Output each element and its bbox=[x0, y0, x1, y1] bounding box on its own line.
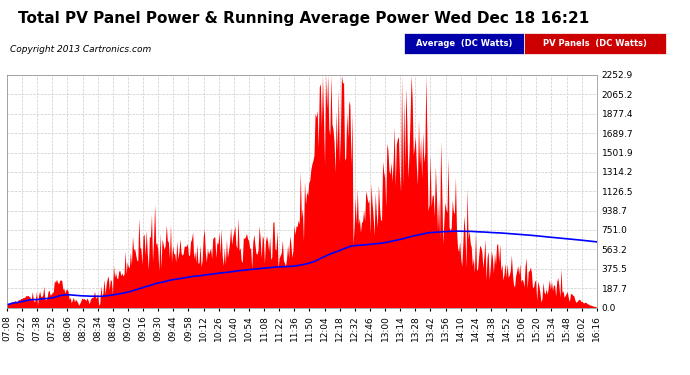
Text: PV Panels  (DC Watts): PV Panels (DC Watts) bbox=[543, 39, 647, 48]
Text: Total PV Panel Power & Running Average Power Wed Dec 18 16:21: Total PV Panel Power & Running Average P… bbox=[18, 11, 589, 26]
Text: Copyright 2013 Cartronics.com: Copyright 2013 Cartronics.com bbox=[10, 45, 152, 54]
Text: Average  (DC Watts): Average (DC Watts) bbox=[416, 39, 512, 48]
